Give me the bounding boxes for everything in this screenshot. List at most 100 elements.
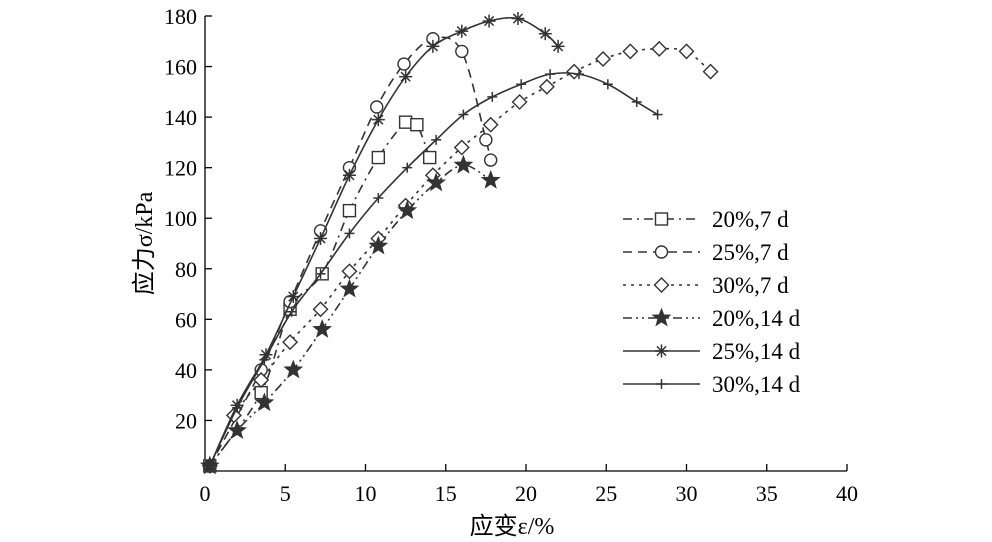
data-point — [282, 334, 299, 351]
data-point — [602, 79, 613, 90]
data-point — [545, 69, 556, 80]
y-ticks: 20 40 60 80 100 120 140 160 180 — [164, 4, 212, 433]
data-point — [423, 150, 437, 165]
x-axis-title: 应变ε/% — [470, 513, 555, 540]
legend-marker — [654, 245, 669, 259]
data-point — [482, 14, 496, 28]
legend-item: 25%,7 d — [623, 240, 789, 265]
y-tick-label: 20 — [175, 408, 197, 433]
data-point — [453, 154, 474, 174]
data-point — [622, 43, 639, 60]
legend-label: 20%,7 d — [712, 207, 789, 232]
data-point — [453, 139, 470, 156]
data-point — [678, 43, 695, 60]
series-4 — [199, 154, 501, 475]
y-tick-label: 180 — [164, 4, 197, 29]
series-group — [199, 12, 719, 475]
data-point — [342, 203, 357, 218]
y-tick-label: 80 — [175, 257, 197, 282]
legend-marker — [651, 307, 672, 327]
data-point — [344, 228, 355, 239]
data-point — [511, 12, 525, 26]
data-point — [342, 168, 356, 182]
x-tick-label: 30 — [676, 481, 698, 506]
y-axis-title: 应力σ/kPa — [131, 191, 158, 295]
legend-item: 30%,7 d — [623, 273, 789, 298]
data-point — [426, 39, 440, 53]
data-point — [516, 79, 527, 90]
series-6 — [204, 69, 663, 471]
data-point — [511, 93, 528, 110]
data-point — [431, 134, 442, 145]
x-tick-label: 5 — [280, 481, 291, 506]
series-line — [209, 36, 492, 467]
legend-item: 30%,14 d — [623, 372, 801, 397]
x-tick-label: 35 — [756, 481, 778, 506]
data-point — [397, 200, 418, 220]
data-point — [370, 100, 384, 114]
legend-item: 20%,14 d — [623, 306, 801, 331]
series-line — [209, 118, 431, 467]
y-tick-label: 40 — [175, 358, 197, 383]
data-point — [253, 372, 270, 388]
legend-label: 30%,7 d — [712, 273, 789, 298]
legend-item: 20%,7 d — [623, 207, 789, 232]
legend-label: 25%,7 d — [712, 240, 789, 265]
legend-label: 20%,14 d — [712, 306, 801, 331]
legend-marker — [656, 379, 667, 389]
data-point — [455, 24, 469, 38]
x-tick-label: 0 — [200, 481, 211, 506]
series-line — [209, 72, 659, 467]
x-tick-label: 20 — [515, 481, 537, 506]
data-point — [315, 268, 326, 279]
data-point — [631, 96, 642, 107]
data-point — [371, 113, 385, 127]
data-point — [551, 39, 565, 53]
data-point — [573, 69, 584, 80]
data-point — [312, 301, 329, 318]
y-tick-label: 140 — [164, 105, 197, 130]
data-point — [652, 109, 663, 120]
data-point — [339, 278, 360, 298]
data-point — [482, 116, 499, 133]
legend-label: 25%,14 d — [712, 339, 801, 364]
data-point — [314, 231, 328, 245]
data-point — [254, 392, 275, 412]
data-point — [259, 354, 270, 365]
data-point — [283, 359, 304, 379]
x-ticks: 0 5 10 15 20 25 30 35 40 — [200, 464, 858, 506]
data-point — [538, 78, 555, 95]
series-line — [209, 47, 712, 467]
data-point — [286, 306, 297, 317]
data-point — [399, 70, 413, 84]
data-point — [458, 109, 469, 120]
legend-item: 25%,14 d — [623, 339, 801, 364]
data-point — [341, 263, 358, 280]
y-tick-label: 160 — [164, 55, 197, 80]
data-point — [479, 133, 493, 147]
data-point — [426, 172, 447, 192]
data-point — [538, 27, 552, 41]
data-point — [483, 153, 498, 167]
legend-marker — [654, 212, 669, 226]
x-tick-label: 40 — [836, 481, 858, 506]
data-point — [702, 63, 719, 80]
series-2 — [203, 32, 498, 473]
legend-marker — [653, 277, 670, 293]
series-3 — [201, 40, 719, 474]
data-point — [402, 162, 413, 173]
data-point — [480, 169, 501, 189]
data-point — [368, 235, 389, 255]
x-tick-label: 10 — [355, 481, 377, 506]
legend: 20%,7 d 25%,7 d 30%,7 d 20%,14 d 25%,14 d 30%… — [623, 207, 801, 397]
data-point — [487, 91, 498, 102]
data-point — [651, 40, 668, 57]
data-point — [398, 115, 413, 129]
y-tick-label: 120 — [164, 156, 197, 181]
data-point — [373, 193, 384, 203]
data-point — [455, 44, 469, 59]
data-point — [204, 460, 215, 471]
legend-marker — [655, 344, 668, 358]
data-point — [371, 150, 386, 165]
